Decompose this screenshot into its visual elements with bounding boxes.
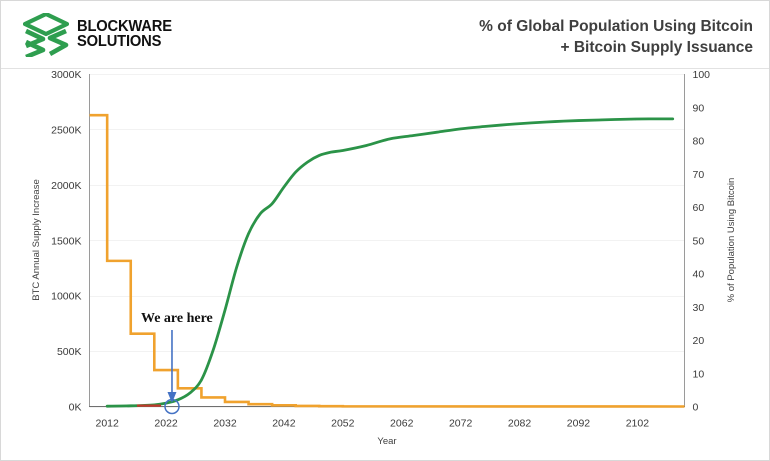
left-tick-label: 0K	[69, 402, 82, 414]
left-tick-label: 3000K	[51, 69, 81, 81]
blockware-cube-logo-icon	[23, 13, 69, 57]
x-tick-label: 2042	[272, 418, 296, 430]
x-tick-label: 2022	[154, 418, 178, 430]
annotation-marker-circle	[164, 398, 180, 415]
right-tick-label: 100	[693, 69, 711, 81]
brand-wordmark: BLOCKWARE SOLUTIONS	[77, 18, 180, 50]
page-title: % of Global Population Using Bitcoin + B…	[479, 17, 753, 59]
x-tick-label: 2102	[626, 418, 650, 430]
right-tick-label: 0	[693, 402, 699, 414]
right-tick-label: 90	[693, 102, 705, 114]
page-title-line-1: % of Global Population Using Bitcoin	[479, 18, 753, 35]
left-tick-label: 1000K	[51, 291, 81, 303]
right-axis-title: % of Population Using Bitcoin	[726, 178, 737, 303]
right-tick-label: 50	[693, 235, 705, 247]
left-axis-tick-labels: 0K 500K 1000K 1500K 2000K 2500K 3000K	[51, 69, 81, 414]
annotation-arrow-head	[167, 392, 177, 403]
chart-plot: 0K 500K 1000K 1500K 2000K 2500K 3000K 0 10 20 30 4…	[31, 69, 737, 447]
x-tick-label: 2052	[331, 418, 355, 430]
left-tick-label: 2000K	[51, 180, 81, 192]
x-axis-title: Year	[377, 436, 396, 447]
left-axis-title: BTC Annual Supply Increase	[31, 179, 42, 300]
x-tick-label: 2072	[449, 418, 473, 430]
page-title-line-2: + Bitcoin Supply Issuance	[560, 38, 753, 56]
brand-name-line-2: SOLUTIONS	[77, 33, 162, 50]
x-tick-label: 2012	[95, 418, 119, 430]
brand-logo: BLOCKWARE SOLUTIONS	[23, 13, 180, 57]
x-tick-label: 2062	[390, 418, 414, 430]
right-tick-label: 30	[693, 302, 705, 314]
right-tick-label: 40	[693, 269, 705, 281]
right-tick-label: 10	[693, 368, 705, 380]
series-pct-population-using-bitcoin	[105, 117, 675, 408]
header-divider	[1, 68, 769, 69]
x-tick-label: 2092	[567, 418, 591, 430]
left-tick-label: 1500K	[51, 235, 81, 247]
annotation-label: We are here	[141, 311, 213, 326]
right-tick-label: 70	[693, 169, 705, 181]
brand-name-line-1: BLOCKWARE	[77, 18, 172, 36]
x-tick-label: 2082	[508, 418, 532, 430]
right-tick-label: 80	[693, 136, 705, 148]
left-tick-label: 2500K	[51, 124, 81, 136]
we-are-here-annotation: We are here	[141, 311, 213, 415]
right-tick-label: 20	[693, 335, 705, 347]
right-tick-label: 60	[693, 202, 705, 214]
gridlines	[89, 74, 685, 408]
x-tick-label: 2032	[213, 418, 237, 430]
left-tick-label: 500K	[57, 346, 82, 358]
right-axis-tick-labels: 0 10 20 30 40 50 60 70 80 90 100	[693, 69, 711, 414]
series-btc-annual-supply-increase	[89, 113, 685, 408]
chart-container: 0K 500K 1000K 1500K 2000K 2500K 3000K 0 10 20 30 4…	[1, 69, 769, 460]
page-header: BLOCKWARE SOLUTIONS % of Global Populati…	[1, 1, 769, 69]
x-axis-tick-labels: 2012 2022 2032 2042 2052 2062 2072 2082 2092 2102	[95, 418, 649, 430]
